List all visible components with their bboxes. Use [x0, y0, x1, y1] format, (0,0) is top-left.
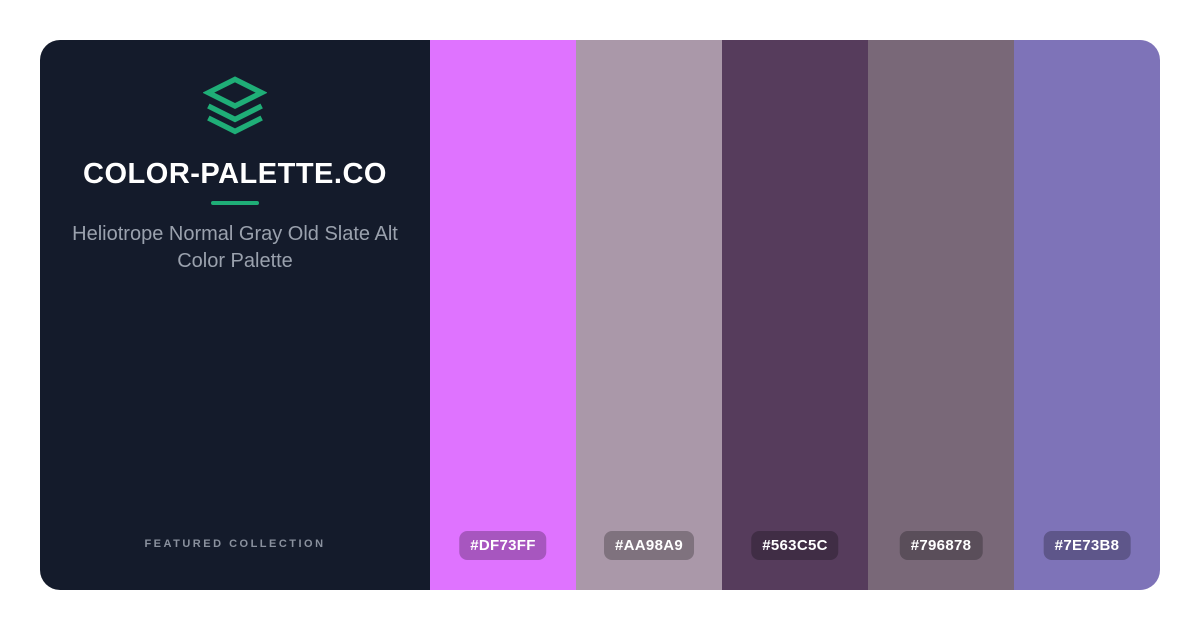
- hex-badge: #DF73FF: [459, 531, 547, 560]
- color-swatch[interactable]: #DF73FF: [430, 40, 576, 590]
- site-title: COLOR-PALETTE.CO: [83, 158, 387, 190]
- color-swatch[interactable]: #796878: [868, 40, 1014, 590]
- title-underline-accent: [211, 201, 259, 205]
- palette-card: COLOR-PALETTE.CO Heliotrope Normal Gray …: [40, 40, 1160, 590]
- hex-badge: #796878: [899, 531, 983, 560]
- hex-badge: #AA98A9: [604, 531, 694, 560]
- hex-badge: #563C5C: [751, 531, 839, 560]
- color-swatch[interactable]: #AA98A9: [576, 40, 722, 590]
- swatch-row: #DF73FF #AA98A9 #563C5C #796878 #7E73B8: [430, 40, 1160, 590]
- layers-icon: [203, 74, 267, 138]
- color-swatch[interactable]: #563C5C: [722, 40, 868, 590]
- color-swatch[interactable]: #7E73B8: [1014, 40, 1160, 590]
- brand-panel: COLOR-PALETTE.CO Heliotrope Normal Gray …: [40, 40, 430, 590]
- hex-badge: #7E73B8: [1043, 531, 1131, 560]
- palette-name: Heliotrope Normal Gray Old Slate Alt Col…: [72, 223, 398, 272]
- featured-collection-label: FEATURED COLLECTION: [144, 538, 326, 550]
